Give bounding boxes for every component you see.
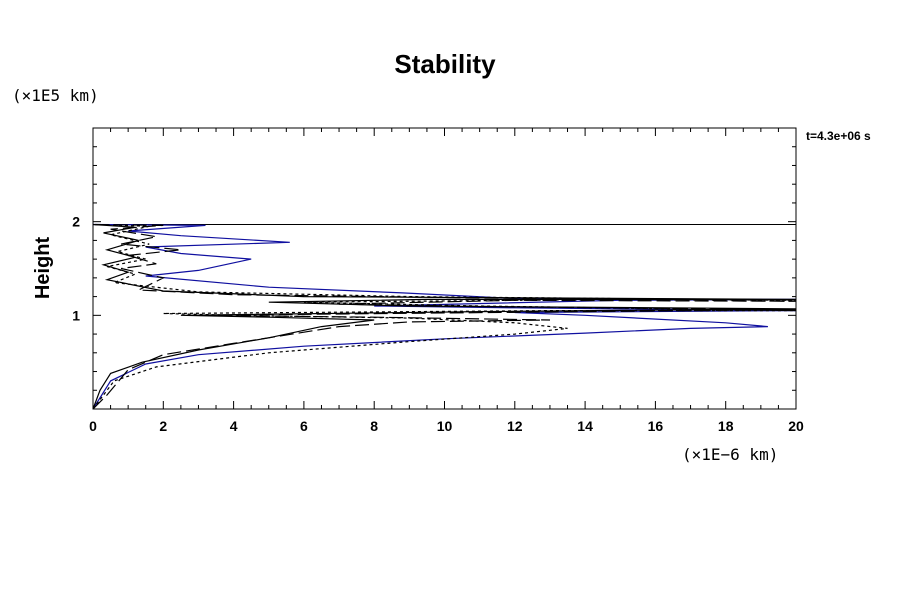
y-axis-label: Height <box>32 237 54 300</box>
x-tick-label: 8 <box>370 418 378 434</box>
x-tick-label: 20 <box>788 418 804 434</box>
series-line-4 <box>92 223 797 410</box>
x-tick-label: 16 <box>648 418 664 434</box>
x-tick-label: 10 <box>437 418 453 434</box>
chart-title: Stability <box>394 49 496 79</box>
series-line-3 <box>92 223 797 410</box>
x-unit-label: (×1E−6 km) <box>682 445 778 464</box>
x-tick-label: 18 <box>718 418 734 434</box>
series-layer <box>92 223 797 410</box>
x-tick-label: 4 <box>230 418 238 434</box>
x-tick-label: 14 <box>577 418 593 434</box>
series-line-2 <box>92 223 797 410</box>
x-tick-label: 6 <box>300 418 308 434</box>
x-tick-label: 2 <box>159 418 167 434</box>
plot-frame <box>92 127 797 410</box>
y-unit-label: (×1E5 km) <box>12 86 99 105</box>
x-tick-label: 0 <box>89 418 97 434</box>
series-line-1 <box>92 223 797 410</box>
time-label: t=4.3e+06 s <box>806 129 871 143</box>
ticks-layer <box>92 127 797 410</box>
y-tick-label: 1 <box>72 307 80 323</box>
x-tick-label: 12 <box>507 418 523 434</box>
y-tick-label: 2 <box>72 214 80 230</box>
